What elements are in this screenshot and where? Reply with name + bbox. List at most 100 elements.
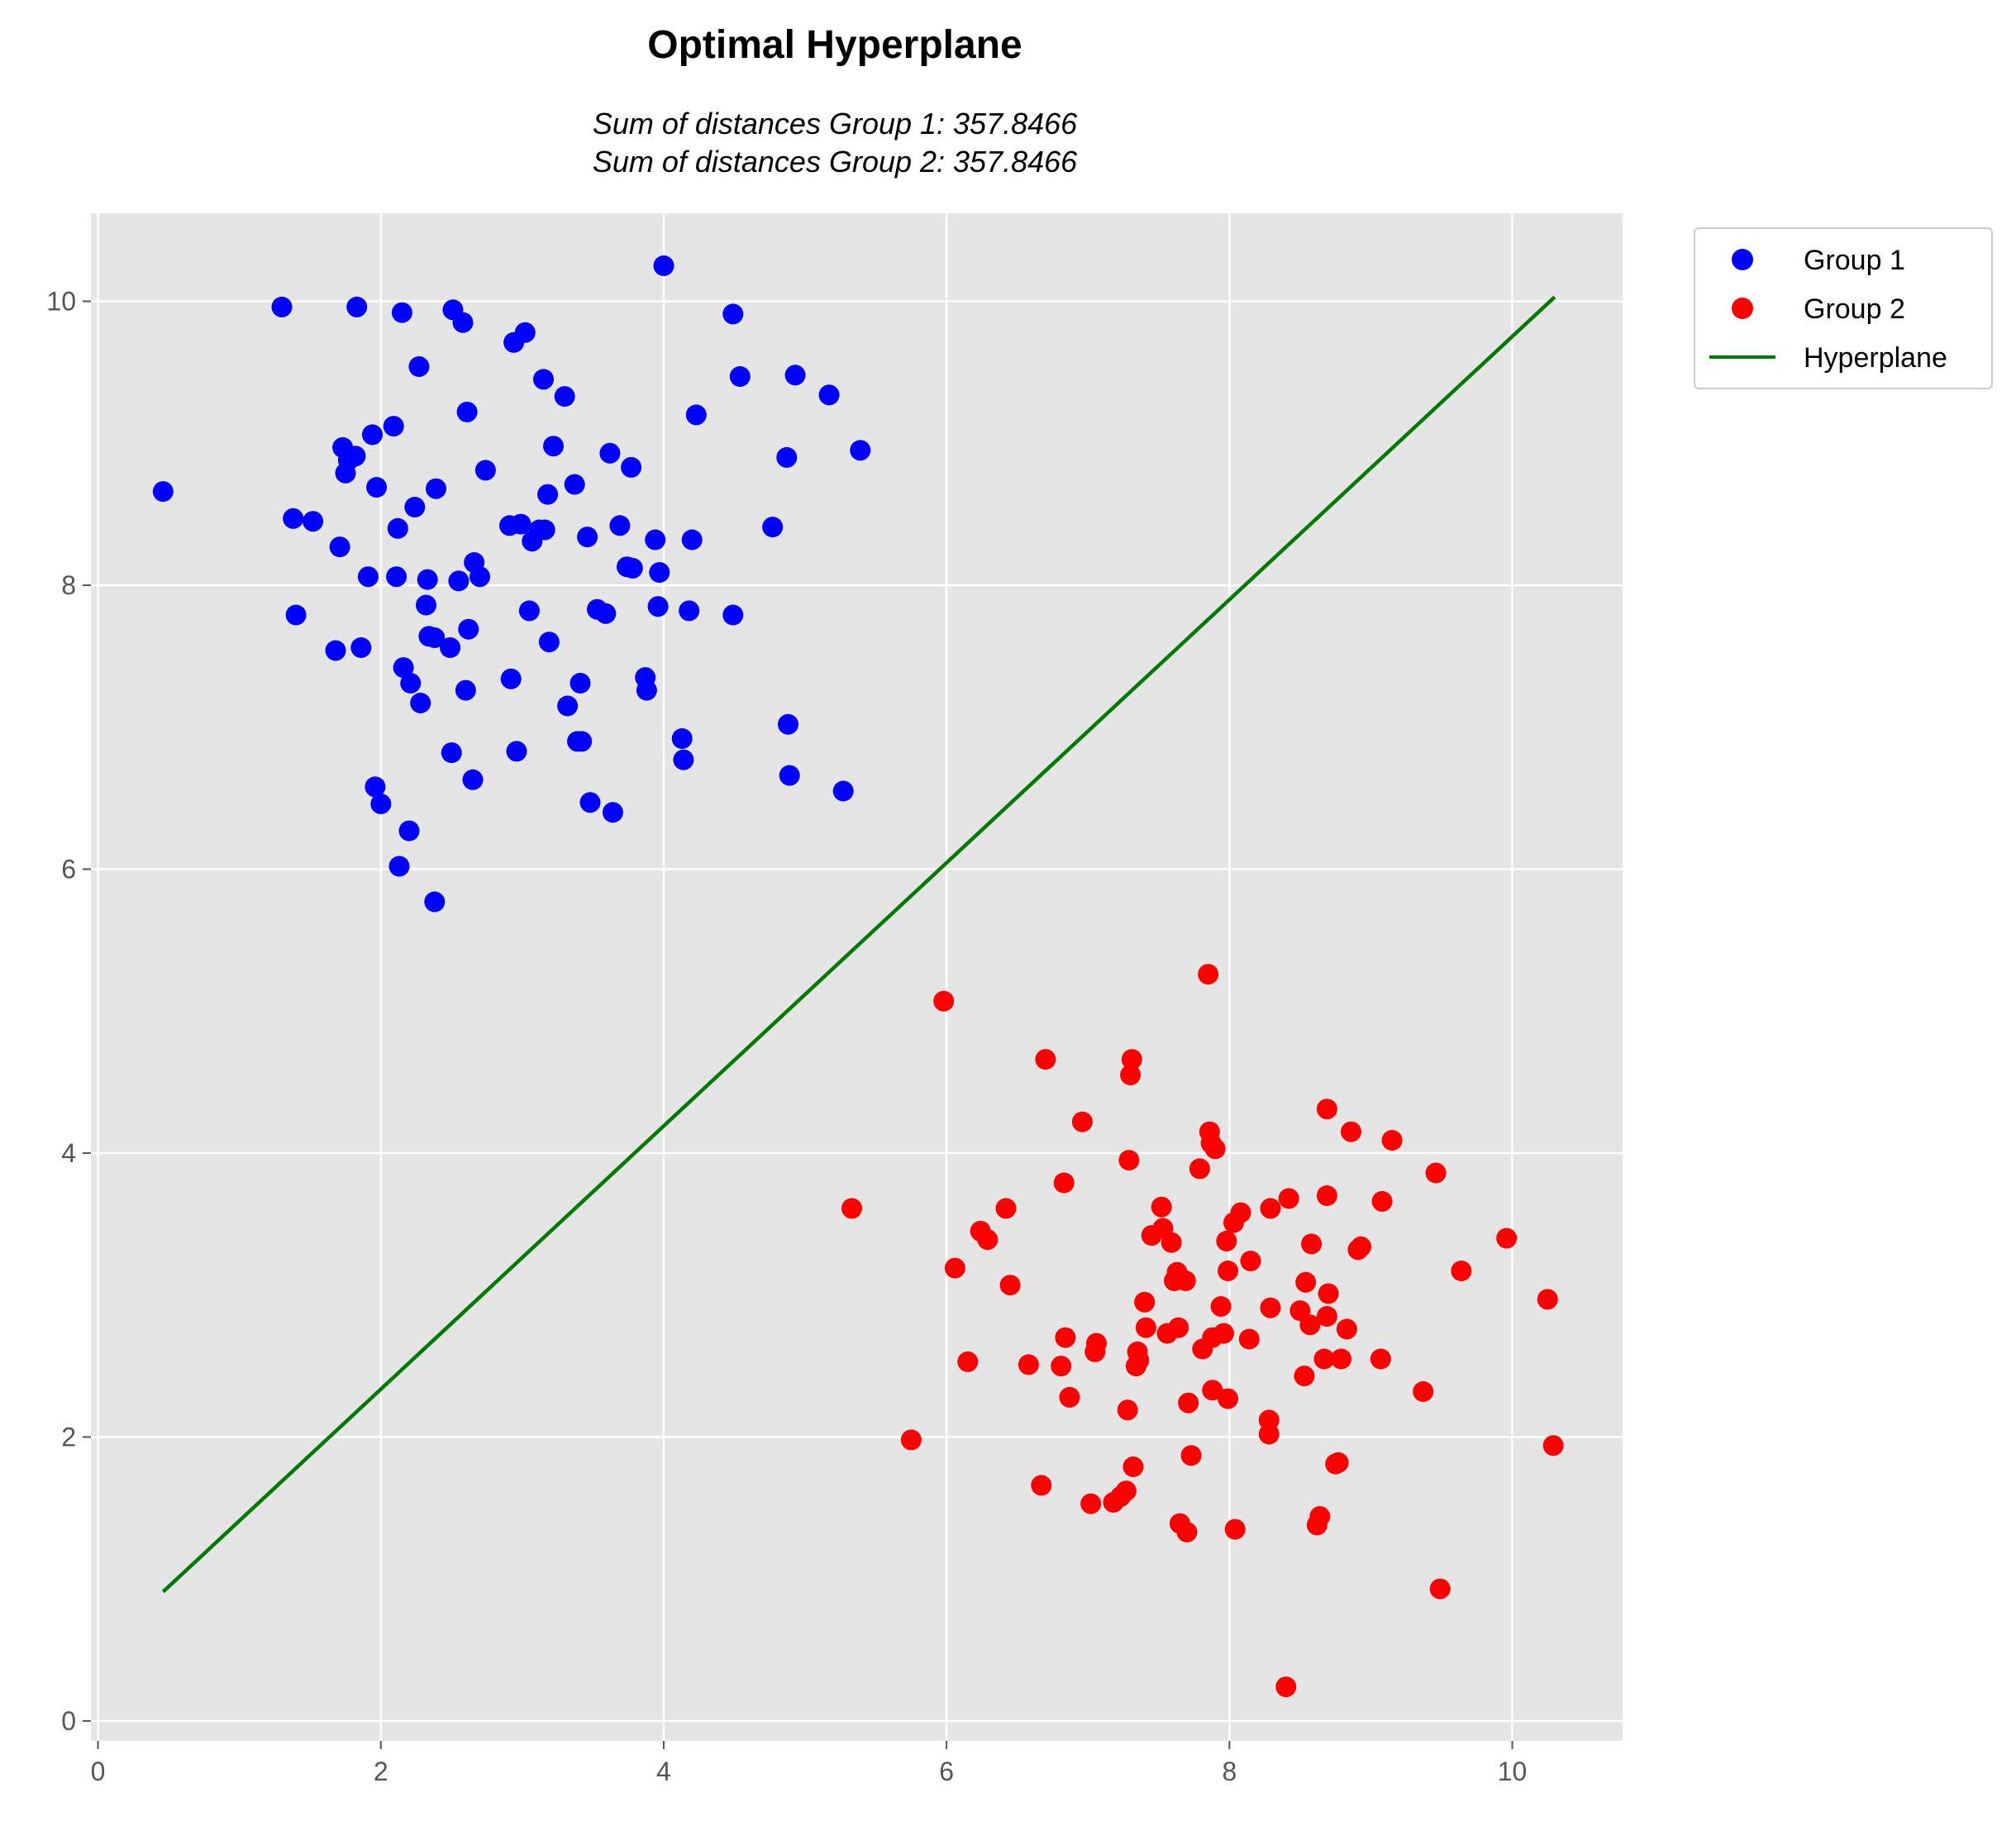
data-point-group-1 bbox=[365, 776, 386, 798]
data-point-group-2 bbox=[1161, 1232, 1182, 1253]
data-point-group-1 bbox=[345, 446, 366, 467]
data-point-group-1 bbox=[653, 255, 674, 276]
data-point-group-2 bbox=[1275, 1676, 1297, 1698]
data-point-group-2 bbox=[977, 1229, 998, 1251]
data-point-group-2 bbox=[1071, 1111, 1093, 1132]
data-point-group-2 bbox=[1120, 1065, 1141, 1085]
data-point-group-2 bbox=[1258, 1409, 1280, 1431]
data-point-group-1 bbox=[329, 536, 350, 558]
data-point-group-2 bbox=[1055, 1327, 1076, 1348]
data-point-group-2 bbox=[1316, 1306, 1337, 1327]
data-point-group-2 bbox=[995, 1198, 1017, 1219]
data-point-group-2 bbox=[1204, 1138, 1226, 1160]
data-point-group-2 bbox=[1168, 1317, 1189, 1338]
data-point-group-2 bbox=[957, 1351, 979, 1372]
data-point-group-2 bbox=[1086, 1332, 1107, 1354]
data-point-group-2 bbox=[1381, 1130, 1403, 1151]
data-point-group-1 bbox=[386, 566, 407, 588]
data-point-group-1 bbox=[325, 640, 346, 661]
data-point-group-1 bbox=[152, 481, 174, 503]
data-point-group-2 bbox=[1240, 1251, 1261, 1271]
data-point-group-2 bbox=[1351, 1236, 1371, 1257]
data-point-group-1 bbox=[469, 566, 490, 588]
data-point-group-1 bbox=[474, 460, 496, 481]
data-point-group-1 bbox=[538, 632, 560, 653]
data-point-group-1 bbox=[346, 296, 368, 317]
data-point-group-1 bbox=[776, 446, 798, 468]
data-point-group-1 bbox=[357, 566, 379, 588]
data-point-group-2 bbox=[1051, 1356, 1072, 1377]
data-point-group-1 bbox=[370, 794, 392, 814]
data-point-group-1 bbox=[500, 668, 522, 689]
data-point-group-2 bbox=[1080, 1493, 1102, 1514]
data-point-group-1 bbox=[448, 570, 469, 592]
chart-title: Optimal Hyperplane bbox=[647, 23, 1022, 67]
data-point-group-2 bbox=[900, 1429, 922, 1451]
data-point-group-2 bbox=[1121, 1049, 1142, 1070]
data-point-group-1 bbox=[440, 637, 461, 658]
data-point-group-1 bbox=[671, 728, 693, 749]
data-point-group-1 bbox=[685, 404, 707, 426]
data-point-group-1 bbox=[410, 693, 431, 713]
data-point-group-1 bbox=[533, 369, 554, 390]
data-point-group-2 bbox=[1371, 1190, 1393, 1212]
data-point-group-1 bbox=[579, 792, 601, 813]
data-point-group-1 bbox=[426, 478, 446, 499]
data-point-group-2 bbox=[1178, 1392, 1199, 1413]
data-point-group-2 bbox=[1134, 1291, 1156, 1313]
data-point-group-1 bbox=[784, 365, 806, 386]
data-point-group-1 bbox=[510, 513, 531, 535]
data-point-group-1 bbox=[722, 303, 744, 325]
y-tick-label: 4 bbox=[61, 1138, 76, 1168]
legend-label-group-1: Group 1 bbox=[1804, 245, 1905, 276]
data-point-group-1 bbox=[388, 856, 410, 877]
data-point-group-2 bbox=[1331, 1348, 1351, 1370]
series-group-1 bbox=[152, 255, 871, 913]
legend-item-group-2: Group 2 bbox=[1732, 293, 1905, 325]
data-point-group-1 bbox=[832, 780, 854, 802]
data-point-group-2 bbox=[1413, 1381, 1434, 1402]
data-point-group-1 bbox=[602, 802, 623, 823]
data-point-group-2 bbox=[1216, 1230, 1237, 1251]
data-point-group-2 bbox=[1202, 1380, 1223, 1401]
data-point-group-2 bbox=[1258, 1423, 1280, 1445]
data-point-group-1 bbox=[762, 517, 784, 538]
data-point-group-1 bbox=[850, 440, 871, 461]
legend-item-group-1: Group 1 bbox=[1732, 245, 1905, 276]
data-point-group-2 bbox=[1336, 1318, 1357, 1340]
data-point-group-2 bbox=[1316, 1185, 1337, 1206]
data-point-group-1 bbox=[424, 627, 446, 648]
data-point-group-2 bbox=[1189, 1158, 1210, 1180]
data-point-group-2 bbox=[1542, 1435, 1564, 1456]
grid-lines bbox=[91, 213, 1623, 1741]
data-point-group-1 bbox=[622, 557, 643, 579]
data-point-group-1 bbox=[416, 594, 436, 616]
data-point-group-2 bbox=[1031, 1475, 1052, 1496]
data-point-group-1 bbox=[729, 366, 751, 387]
data-point-group-2 bbox=[1451, 1261, 1472, 1281]
data-point-group-1 bbox=[462, 769, 484, 790]
y-tick-label: 6 bbox=[61, 854, 76, 884]
data-point-group-2 bbox=[1370, 1348, 1391, 1370]
data-point-group-1 bbox=[366, 477, 388, 498]
data-point-group-1 bbox=[285, 604, 307, 626]
data-point-group-1 bbox=[458, 618, 479, 640]
legend-item-hyperplane: Hyperplane bbox=[1709, 342, 1947, 374]
data-point-group-1 bbox=[452, 312, 474, 333]
legend-label-hyperplane: Hyperplane bbox=[1804, 342, 1947, 374]
data-point-group-1 bbox=[599, 442, 621, 464]
data-point-group-1 bbox=[456, 401, 478, 422]
data-point-group-1 bbox=[818, 384, 840, 406]
data-point-group-1 bbox=[570, 673, 591, 694]
data-point-group-1 bbox=[417, 569, 438, 590]
data-point-group-1 bbox=[271, 296, 293, 317]
y-tick-label: 10 bbox=[46, 286, 76, 316]
series-group-2 bbox=[841, 964, 1564, 1698]
data-point-group-2 bbox=[1128, 1350, 1150, 1371]
x-tick-label: 8 bbox=[1222, 1757, 1237, 1786]
data-point-group-2 bbox=[1053, 1172, 1075, 1194]
data-point-group-1 bbox=[518, 600, 540, 622]
data-point-group-1 bbox=[609, 515, 631, 536]
data-point-group-2 bbox=[1299, 1314, 1321, 1336]
data-point-group-1 bbox=[514, 322, 536, 343]
